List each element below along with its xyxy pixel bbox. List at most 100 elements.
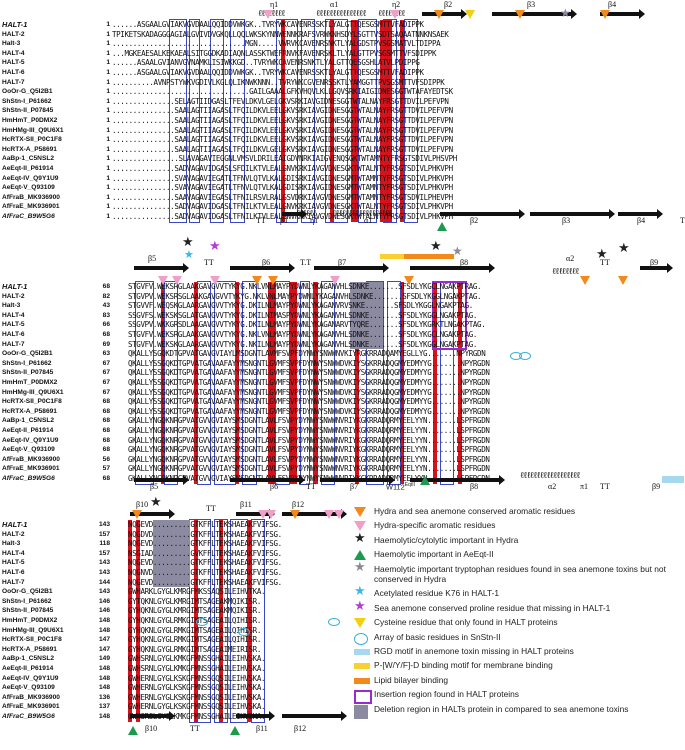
sequence-name: AfFraB_MK936900 [2, 693, 60, 701]
legend-marker [354, 618, 366, 629]
ss-top-label: α2 [566, 254, 575, 263]
ss-bottom-label: β7 [350, 482, 359, 491]
similarity-box [275, 281, 290, 485]
similarity-box [382, 19, 398, 223]
legend-text: Cysteine residue that only found in HALT… [374, 617, 558, 628]
sequence-start-number: 118 [99, 540, 110, 548]
sequence-name: HcRTX-A_P58691 [2, 645, 57, 653]
sequence-text: GKALLYNGQKNRGPVATGVVGVIAYSMSDGNTLAVLFSVP… [128, 416, 490, 426]
sequence-name: AeEqt-II_P61914 [2, 665, 54, 672]
marker-triangle [172, 276, 182, 285]
sequence-start-number: 1 [106, 193, 110, 201]
sequence-start-number: 1 [106, 88, 110, 96]
sequence-text: GWHERNLGYGLKSKGFMNSSGQSILEIHVSKA. [128, 673, 266, 683]
legend-text: Haemolytic important in AeEqt-II [374, 549, 494, 560]
sequence-start-number: 67 [102, 369, 110, 377]
sequence-text: ...............SADVAGAVIDGASLTFNILKTVLEA… [112, 212, 453, 221]
similarity-box [230, 519, 249, 723]
conserved-column [268, 282, 277, 484]
ss-bottom-label: β2 [470, 216, 479, 225]
sequence-text: GYHQKNLGYGLRMKGIMTSAGEAILQIHISR. [128, 616, 261, 625]
sequence-name: HmHmT_P0DMX2 [2, 117, 58, 124]
sequence-name: AeEqt-II_P61914 [2, 165, 54, 172]
legend-item: Lipid bilayer binding [352, 675, 682, 685]
beta-strand-arrow [492, 9, 577, 19]
sequence-text: GYHQKNLGYGLRMKGIMTSAGEAILQIHISR. [128, 625, 261, 635]
sequence-name: HcRTX-SII_P0C1F8 [2, 398, 62, 406]
sequence-text: QKALLYSSGQKDTGPVATGAVAAFAYYMSNGNTLGVMFSV… [128, 358, 490, 368]
similarity-box [188, 519, 212, 723]
sequence-name: AfFraB_MK936900 [2, 193, 60, 201]
ss-top-label: β8 [460, 258, 469, 267]
sequence-text: GWHSRNLGYGLKMKGFMNSSGHAILEIHVSKA. [128, 664, 266, 673]
sequence-start-number: 1 [106, 97, 110, 105]
sequence-text: GWHSRSLGYGLKMKGFMNSSGHAILEIHVSKA. [128, 712, 266, 721]
beta-strand-arrow [282, 711, 347, 721]
sequence-name: HALT-1 [2, 520, 28, 529]
sequence-start-number: 143 [98, 559, 110, 567]
ss-bottom-label: α1 [364, 216, 373, 225]
legend-item: P-[W/Y/F]-D binding motif for membrane b… [352, 660, 682, 670]
star-marker: ★ [150, 495, 162, 510]
beta-strand-arrow-head [609, 209, 615, 219]
sequence-name: HmHmT_P0DMX2 [2, 379, 58, 386]
sequence-start-number: 148 [98, 713, 110, 720]
sequence-text: NQGDVD.........GTKFFLTEKSHAEAKFVIFSG. [128, 529, 282, 539]
sequence-start-number: 66 [102, 321, 110, 329]
sequence-text: QKALLYSSGQKDTGPVATGAVAAFAYYMSNGNTLGVMFSV… [128, 368, 490, 378]
beta-strand-arrow [410, 263, 495, 273]
sequence-start-number: 68 [102, 283, 110, 290]
similarity-box [230, 19, 245, 223]
sequence-name: HmHMg-III_Q9U6X1 [2, 126, 64, 134]
marker-triangle [324, 510, 334, 519]
basic-residue-circle [328, 618, 340, 626]
sequence-start-number: 1 [106, 69, 110, 76]
alignment-block-3: HALT-1 143 NQGEVD.........GTKFFLTEKSHAEAKF… [0, 495, 685, 750]
haemolytic-marker [128, 726, 138, 735]
legend: Hydra and sea anemone conserved aromatic… [352, 506, 682, 719]
basic-residue-circle [238, 628, 250, 636]
beta-strand-arrow [410, 475, 505, 485]
legend-marker [354, 521, 366, 532]
sequence-text: QKALLYSSGQKDTGPVATGAVAAFAYYMSNGNTLGVMFSV… [128, 378, 490, 387]
ss-bottom-label: β6 [270, 482, 279, 491]
sequence-start-number: 147 [98, 636, 110, 644]
sequence-name: HALT-5 [2, 59, 25, 67]
beta-strand-arrow-head [299, 475, 305, 485]
sequence-name: AfFraE_MK936901 [2, 203, 60, 211]
beta-strand-arrow-head [269, 711, 275, 721]
sequence-name: HcRTX-A_P58691 [2, 145, 57, 153]
similarity-box [164, 281, 179, 485]
sequence-text: ...............SAALAGTIIAGASLTFQILDKVLGE… [112, 144, 453, 154]
beta-strand-arrow [130, 509, 175, 519]
sequence-text: QKALLYSSGQKDTGPVATGAVAAFAYYMSNGNTLGVMFSV… [128, 387, 490, 397]
sequence-name: AfFraC_B9W5G6 [2, 713, 55, 720]
sequence-start-number: 1 [106, 107, 110, 115]
conserved-column [350, 20, 360, 222]
sequence-text: ................SLAVAGAVIEGGNLVMSVLDRILE… [112, 154, 457, 164]
lipid-binding-bar [404, 254, 454, 259]
star-marker: ★ [618, 241, 630, 256]
sequence-name: HmHMg-III_Q9U6X1 [2, 626, 64, 634]
sequence-start-number: 68 [102, 398, 110, 406]
legend-text: Haemolytic important tryptophan residues… [374, 563, 666, 585]
star-marker: ★ [430, 239, 442, 254]
beta-strand-arrow-head [461, 9, 467, 19]
marker-triangle [390, 10, 400, 19]
legend-text: Deletion region in HALTs protein in comp… [374, 703, 629, 714]
sequence-name: HALT-6 [2, 569, 25, 576]
sequence-text: ...............SVAVAGAVIEGATLTFNVLQTVLKA… [112, 173, 453, 183]
sequence-name: ShStn-II_P07845 [2, 607, 54, 615]
helix-coil: ℓℓℓℓℓℓℓℓℓℓℓℓℓℓℓℓℓℓ [332, 208, 393, 218]
sequence-name: HmHMg-III_Q9U6X1 [2, 388, 64, 396]
legend-text: P-[W/Y/F]-D binding motif for membrane b… [374, 660, 553, 671]
sequence-start-number: 136 [98, 693, 110, 701]
sequence-start-number: 67 [102, 379, 110, 386]
sequence-text: ...............SVAVAGAVIEGATLTFNVLQTVLKA… [112, 183, 453, 193]
beta-strand-arrow [236, 711, 275, 721]
sequence-text: NQGEVD.........GTKFFLTEKSHAEAKFVIFSG. [128, 558, 282, 568]
conserved-column [354, 282, 359, 484]
beta-strand-arrow-head [341, 711, 347, 721]
ss-top-label: β7 [338, 258, 347, 267]
